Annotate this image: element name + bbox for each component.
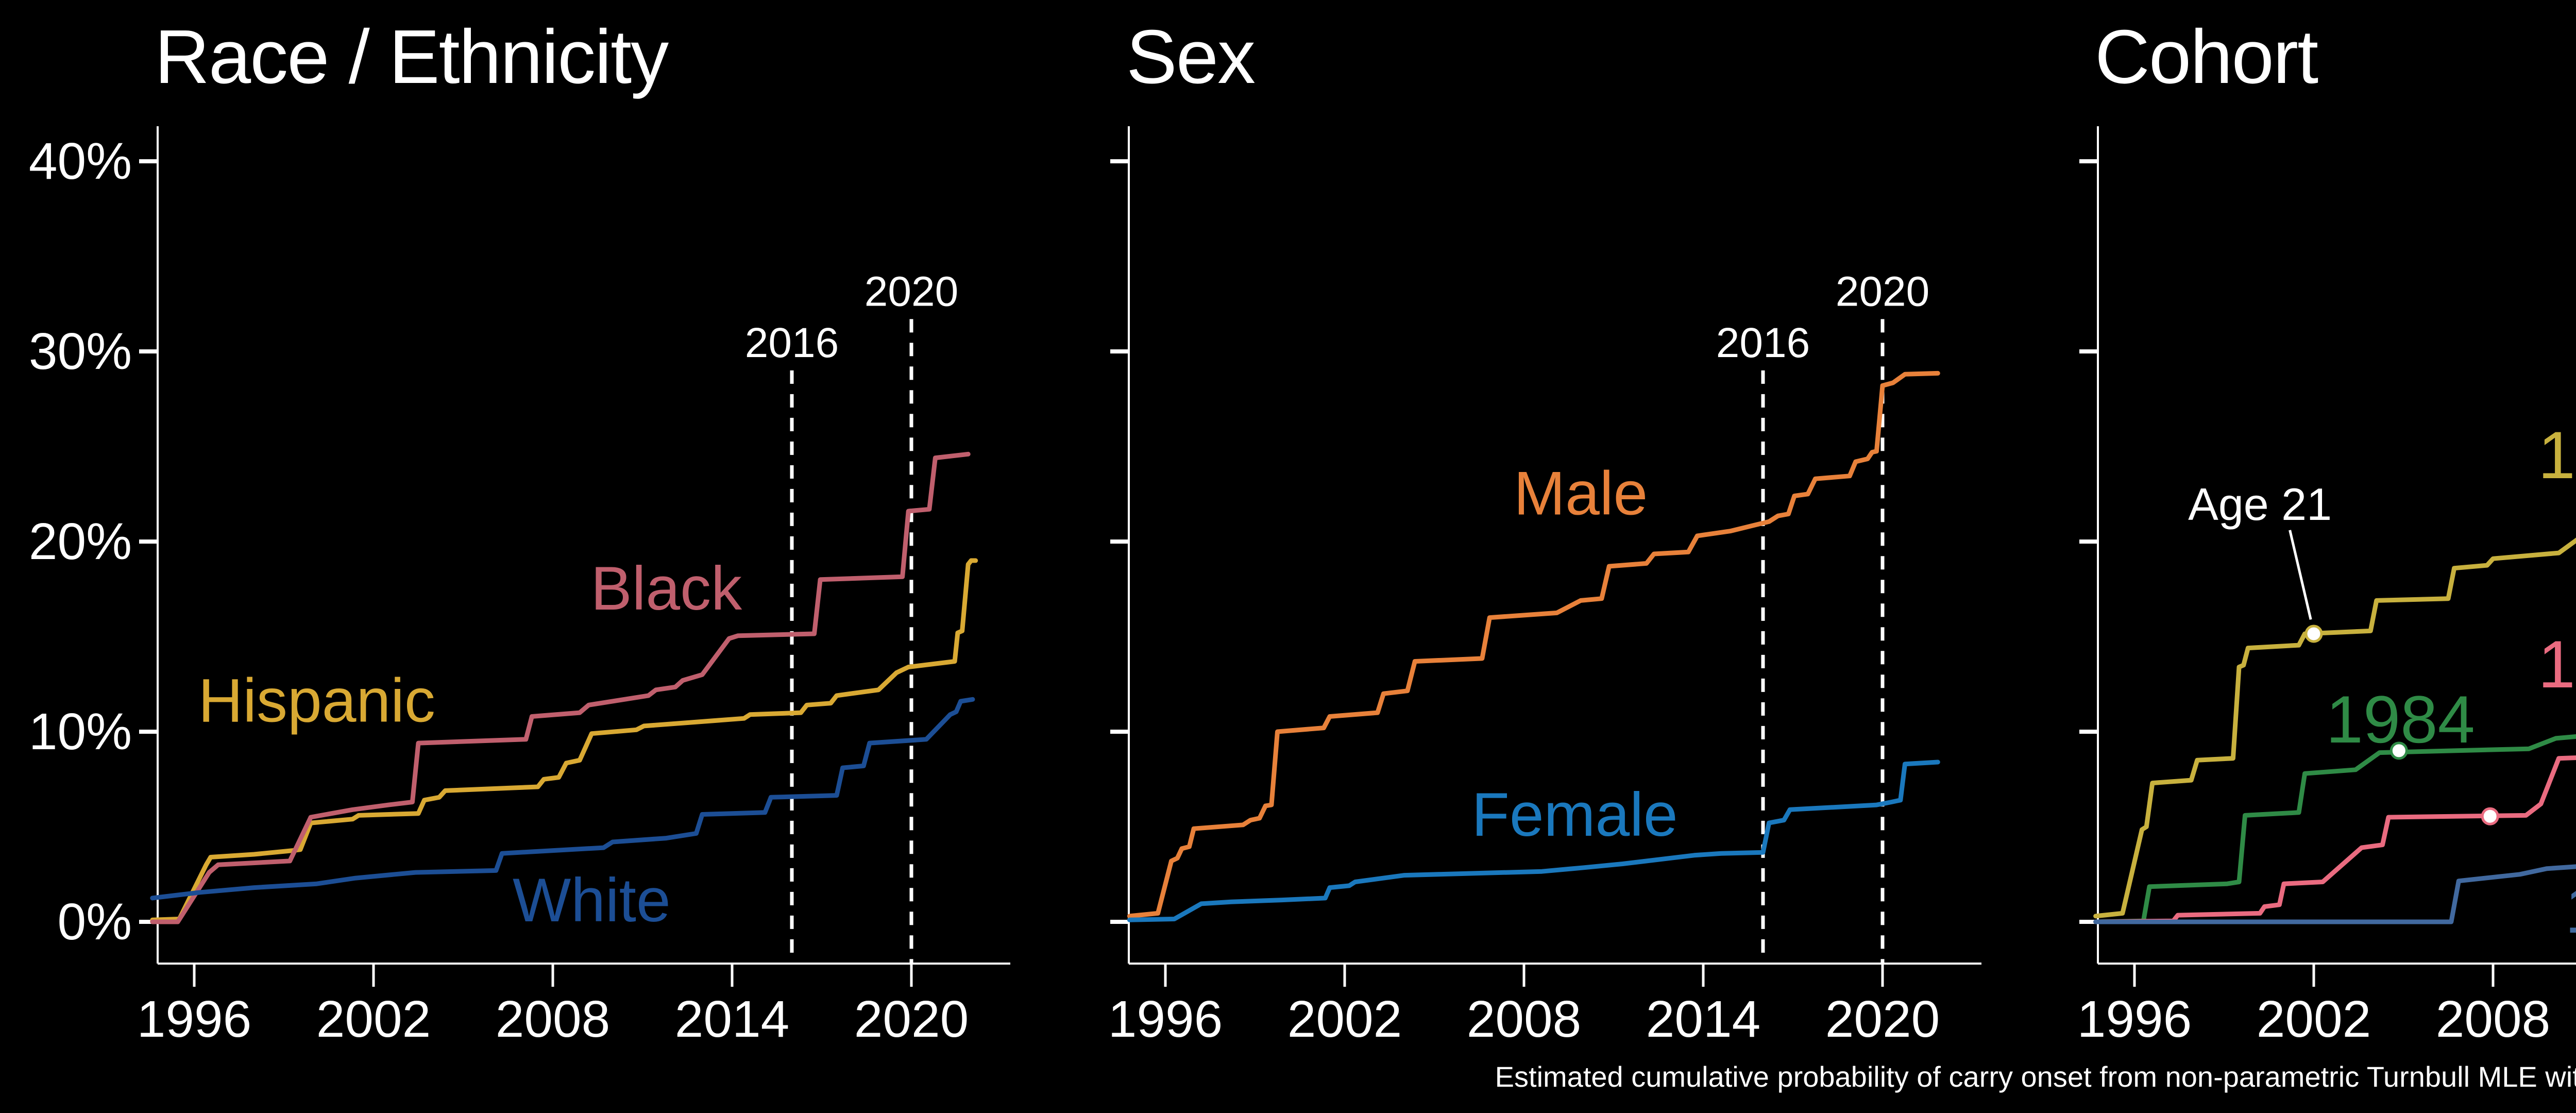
y-tick-label: 20%: [29, 513, 132, 570]
series-line-male: [1127, 370, 1940, 919]
vline-label-2020: 2020: [1836, 268, 1929, 315]
x-tick-label: 2002: [1287, 990, 1402, 1048]
x-tick-label: 2020: [1825, 990, 1940, 1048]
series-line-hispanic: [150, 558, 978, 922]
vline-label-2016: 2016: [745, 319, 839, 366]
y-tick-label: 10%: [29, 703, 132, 761]
x-tick-label: 2002: [316, 990, 431, 1048]
y-tick-label: 30%: [29, 323, 132, 380]
x-tick-label: 1996: [137, 990, 251, 1048]
y-tick-label: 0%: [57, 893, 132, 951]
panel-race-ethnicity: 1996 2002 2008 2014 2020 0% 10% 20% 30% 40% 2016 20…: [29, 126, 1010, 1048]
x-tick-label: 2014: [675, 990, 789, 1048]
age21-callout-line: [2289, 530, 2312, 620]
y-tick-label: 40%: [29, 132, 132, 190]
x-tick-label: 1996: [1108, 990, 1223, 1048]
panel-cohort: 1996200220082014202020162020198119841987…: [2077, 126, 2576, 1048]
series-label-white: White: [513, 866, 671, 935]
series-label-1996: 1996: [2565, 872, 2576, 947]
age21-label: Age 21: [2188, 479, 2332, 530]
chart-title-sex: Sex: [1126, 14, 1256, 99]
vline-label-2016: 2016: [1716, 319, 1810, 366]
age21-dot-1981: [2304, 625, 2323, 643]
x-tick-label: 2002: [2257, 990, 2371, 1048]
x-tick-label: 2008: [2436, 990, 2550, 1048]
chart-title-race-ethnicity: Race / Ethnicity: [155, 14, 669, 99]
vline-label-2020: 2020: [865, 268, 958, 315]
age21-dot-1984: [2389, 741, 2408, 760]
panel-sex: 1996 2002 2008 2014 2020 2016 2020 Male Female: [1108, 126, 1981, 1048]
series-line-black: [150, 451, 971, 924]
series-line-female: [1127, 760, 1940, 922]
x-tick-label: 1996: [2077, 990, 2192, 1048]
age21-dot-1987: [2481, 807, 2499, 825]
chart-title-cohort: Cohort: [2095, 14, 2318, 99]
series-label-black: Black: [591, 554, 742, 623]
series-line-1984: [2093, 734, 2576, 924]
series-label-male: Male: [1514, 459, 1648, 528]
series-label-female: Female: [1472, 780, 1678, 849]
x-tick-label: 2014: [1646, 990, 1760, 1048]
x-tick-label: 2020: [854, 990, 969, 1048]
series-label-1981: 1981: [2538, 417, 2576, 493]
series-line-1996: [2093, 864, 2576, 924]
figure-caption: Estimated cumulative probability of carr…: [1495, 1060, 2576, 1093]
series-label-1987: 1987: [2538, 627, 2576, 702]
series-line-white: [150, 697, 975, 901]
series-label-hispanic: Hispanic: [198, 666, 435, 735]
series-line-1987: [2093, 755, 2576, 924]
series-line-1981: [2093, 537, 2576, 919]
x-tick-label: 2008: [1467, 990, 1581, 1048]
x-tick-label: 2008: [496, 990, 610, 1048]
